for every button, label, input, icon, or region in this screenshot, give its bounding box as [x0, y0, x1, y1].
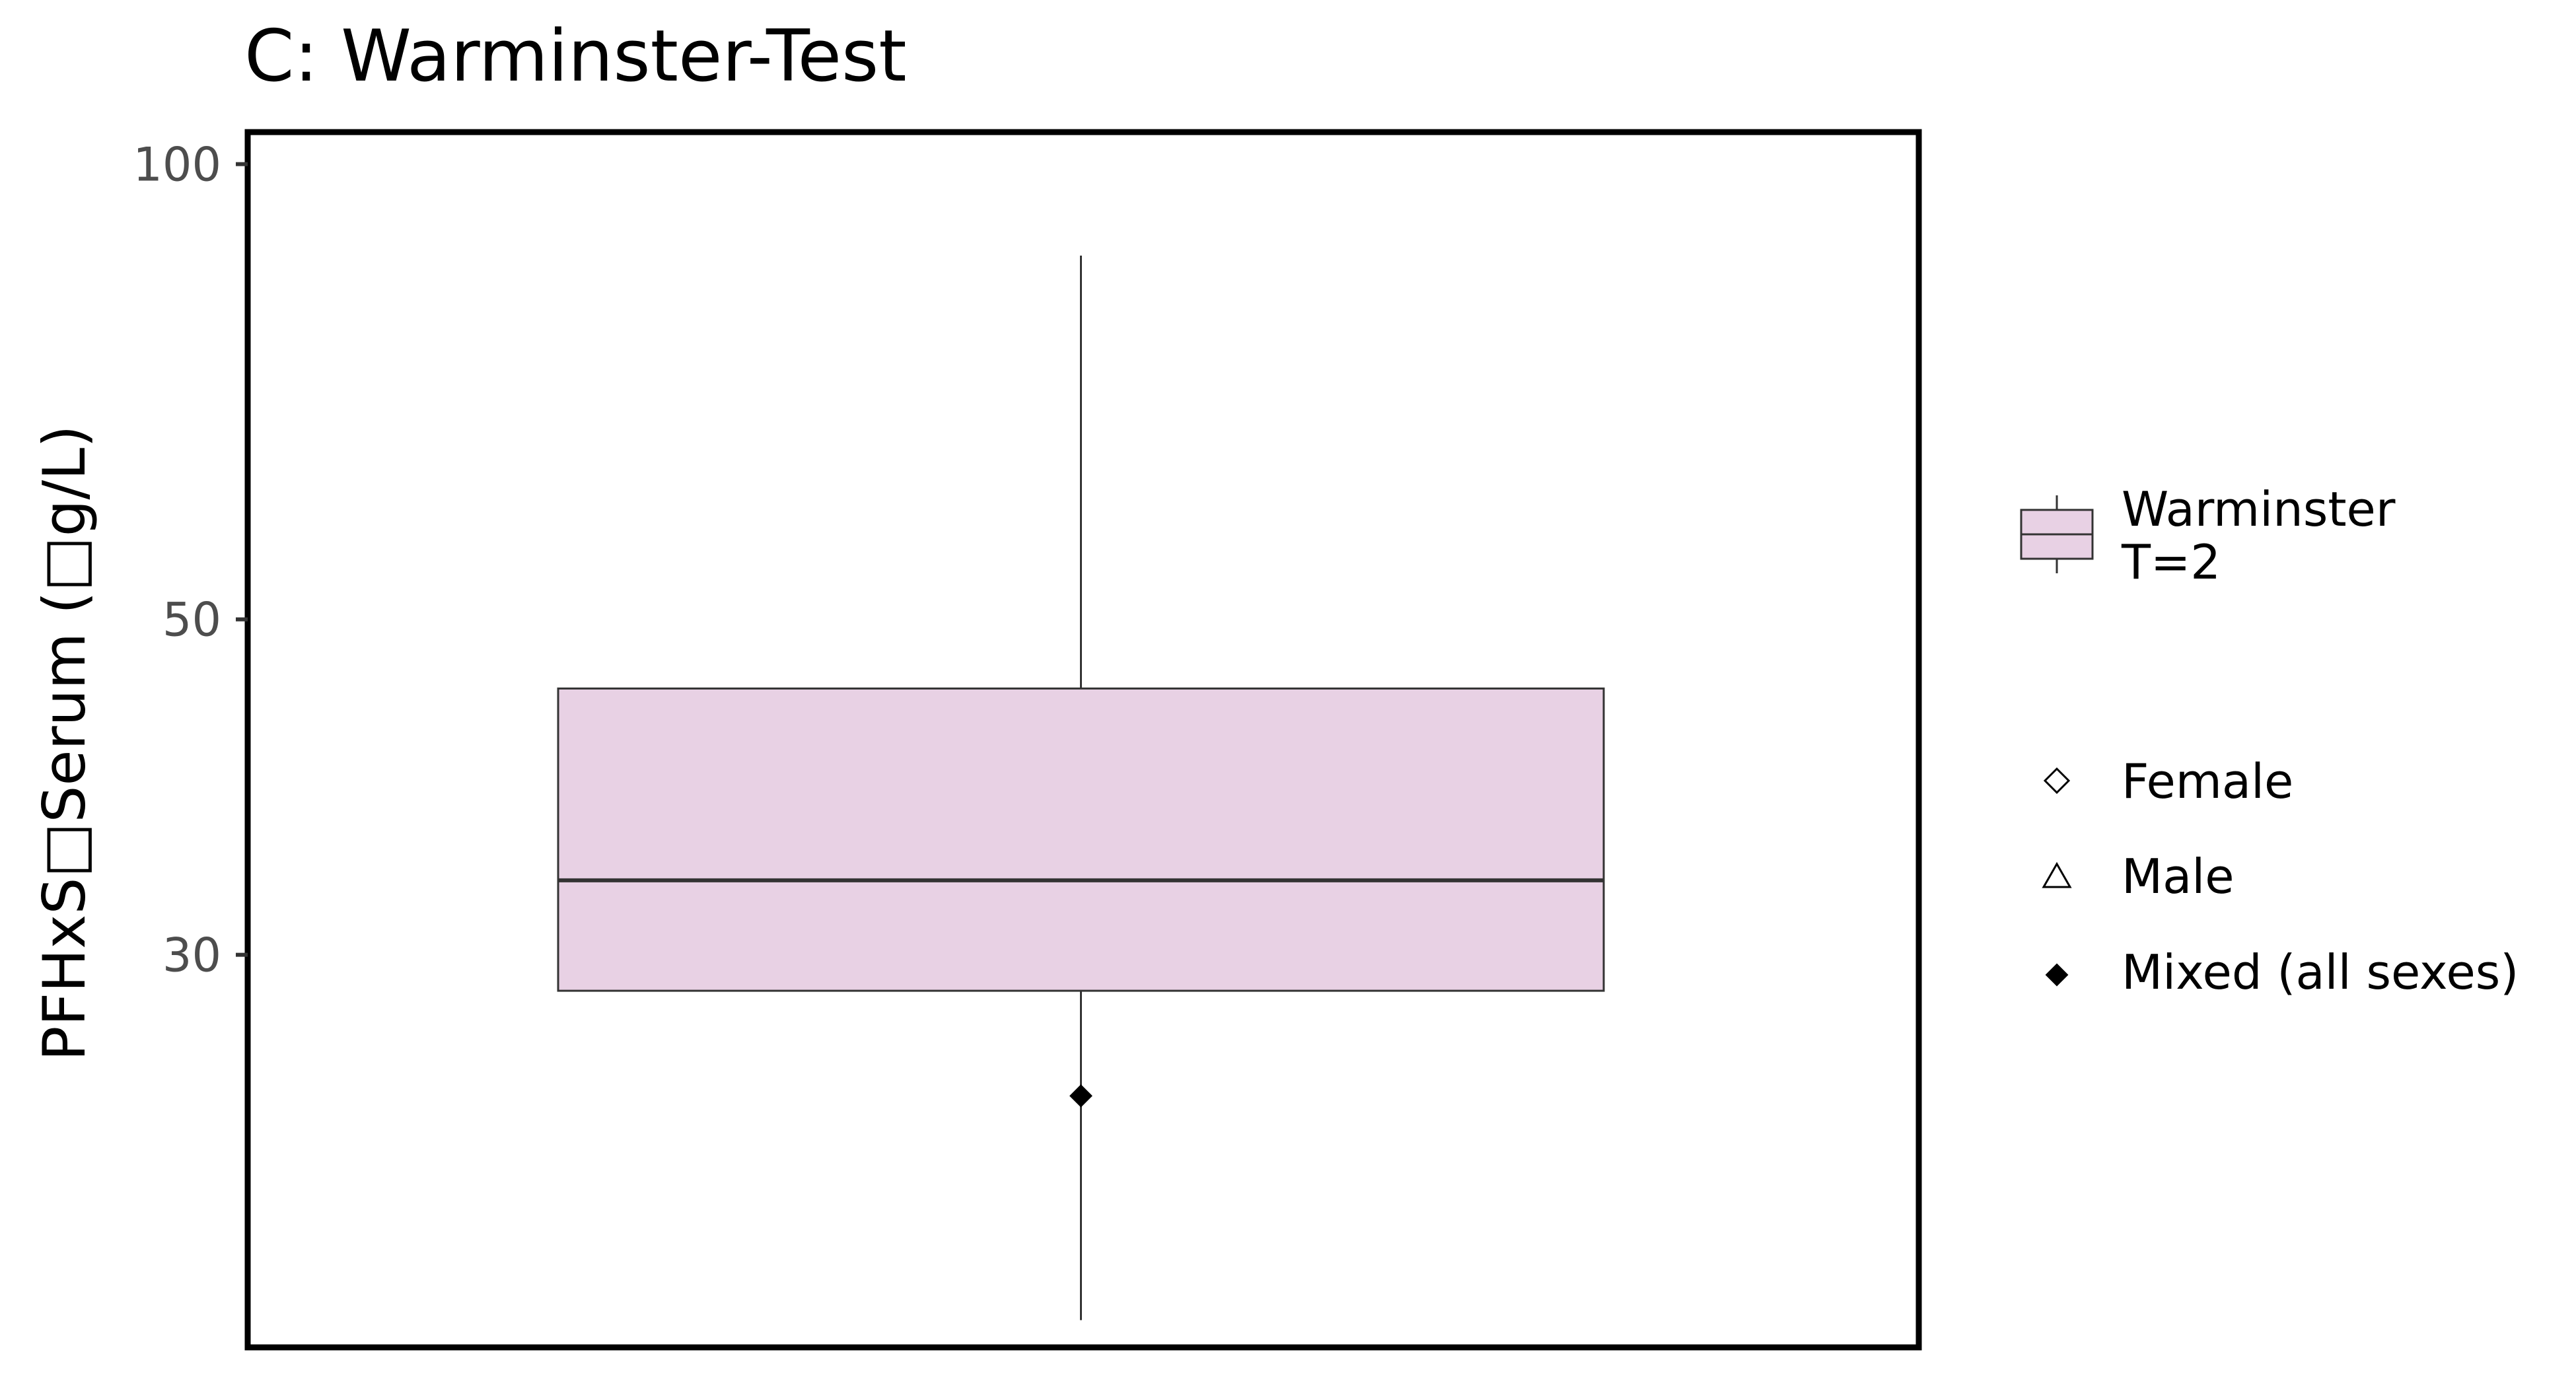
boxplot-group	[557, 255, 1605, 1320]
legend-entry-female: Female	[2043, 754, 2293, 809]
y-tick-label: 30	[162, 929, 221, 983]
svg-text:Warminster T=2: Warminster T=2	[2121, 481, 2410, 590]
legend-label-female: Female	[2122, 754, 2293, 809]
legend-box-entry: Warminster T=2	[2020, 481, 2410, 590]
data-point-mixed	[1069, 1084, 1092, 1108]
legend: Warminster T=2 Female Male Mixed (all se…	[2020, 481, 2519, 1000]
open-diamond-icon	[2043, 767, 2071, 795]
filled-diamond-icon	[2045, 963, 2069, 987]
legend-box-label-line-2: T=2	[2121, 534, 2221, 590]
open-triangle-icon	[2042, 861, 2072, 888]
box-iqr	[557, 687, 1605, 992]
legend-label-mixed: Mixed (all sexes)	[2122, 944, 2519, 1000]
chart-title: C: Warminster-Test	[244, 15, 907, 98]
legend-box-label-line-1: Warminster	[2122, 481, 2396, 537]
y-tick-label: 100	[133, 138, 221, 192]
legend-entry-mixed: Mixed (all sexes)	[2045, 944, 2519, 1000]
legend-label-male: Male	[2122, 849, 2235, 904]
y-tick-label: 50	[162, 593, 221, 647]
legend-entry-male: Male	[2042, 849, 2235, 904]
plot-panel	[244, 129, 1922, 1351]
y-axis-ticks: 30 50 100	[133, 138, 248, 983]
y-axis-title: PFHxS□Serum (□g/L)	[30, 425, 98, 1061]
